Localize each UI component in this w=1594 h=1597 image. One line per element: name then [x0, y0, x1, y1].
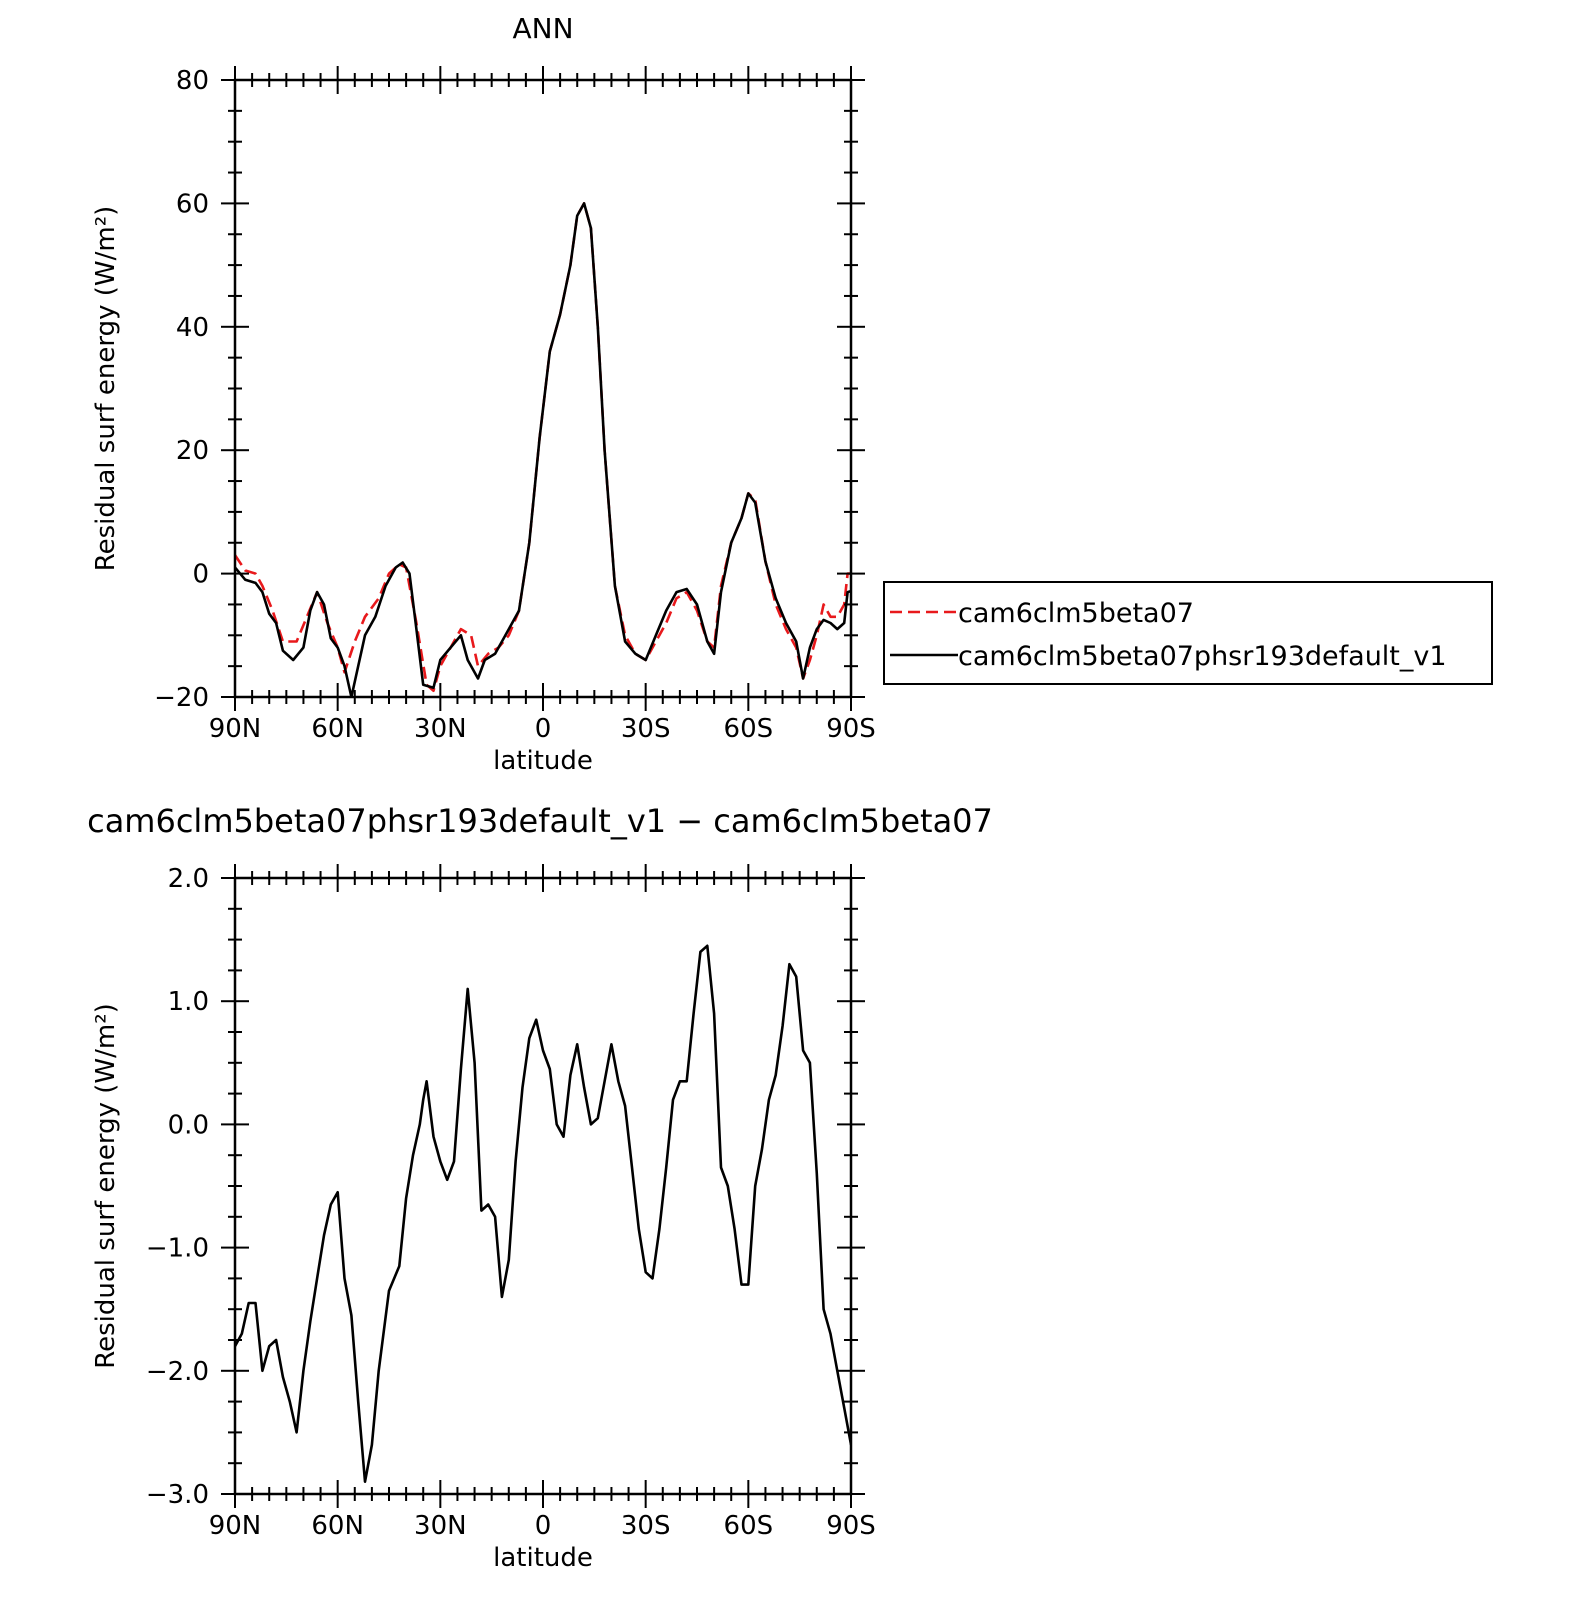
- x-tick-label: 60S: [724, 714, 774, 744]
- series-line-1: [235, 202, 851, 697]
- x-tick-label: 90N: [209, 1511, 262, 1541]
- y-tick-label: −1.0: [146, 1234, 209, 1264]
- y-tick-label: 0.0: [168, 1110, 209, 1140]
- plot-frame: [233, 876, 853, 1496]
- x-tick-label: 90S: [826, 714, 876, 744]
- y-axis-label: Residual surf energy (W/m²): [91, 1003, 121, 1369]
- x-tick-label: 60S: [724, 1511, 774, 1541]
- y-tick-label: 0: [192, 560, 209, 590]
- y-tick-label: 40: [176, 313, 209, 343]
- x-tick-label: 30N: [414, 1511, 467, 1541]
- y-tick-label: 60: [176, 189, 209, 219]
- y-tick-label: 2.0: [168, 864, 209, 894]
- legend-box: [883, 581, 1493, 685]
- x-tick-label: 60N: [311, 1511, 364, 1541]
- y-tick-label: 80: [176, 66, 209, 96]
- chart-title: cam6clm5beta07phsr193default_v1 − cam6cl…: [87, 802, 993, 840]
- top-chart: ANN 90N 60N 30N 0 30S 60S 90S −20 0 20 40 60 80 latitu…: [91, 12, 876, 776]
- y-tick-label: 1.0: [168, 987, 209, 1017]
- x-tick-label: 30S: [621, 714, 671, 744]
- x-tick-label: 30S: [621, 1511, 671, 1541]
- x-tick-label: 90S: [826, 1511, 876, 1541]
- y-axis-label: Residual surf energy (W/m²): [91, 206, 121, 572]
- series-line-0: [235, 202, 851, 693]
- x-tick-label: 60N: [311, 714, 364, 744]
- bottom-chart: cam6clm5beta07phsr193default_v1 − cam6cl…: [87, 802, 993, 1573]
- y-tick-label: 20: [176, 436, 209, 466]
- legend: cam6clm5beta07 cam6clm5beta07phsr193defau…: [883, 581, 1493, 685]
- legend-label-1: cam6clm5beta07phsr193default_v1: [958, 641, 1447, 672]
- y-tick-label: −20: [154, 683, 209, 713]
- y-tick-label: −3.0: [146, 1480, 209, 1510]
- x-tick-label: 30N: [414, 714, 467, 744]
- x-tick-label: 0: [535, 714, 552, 744]
- y-tick-label: −2.0: [146, 1357, 209, 1387]
- legend-label-0: cam6clm5beta07: [958, 598, 1194, 629]
- x-tick-label: 90N: [209, 714, 262, 744]
- x-axis-label: latitude: [493, 1543, 593, 1573]
- x-axis-label: latitude: [493, 746, 593, 776]
- plot-frame: [233, 78, 853, 699]
- x-tick-label: 0: [535, 1511, 552, 1541]
- series-line-0: [235, 944, 851, 1483]
- chart-title: ANN: [512, 12, 573, 45]
